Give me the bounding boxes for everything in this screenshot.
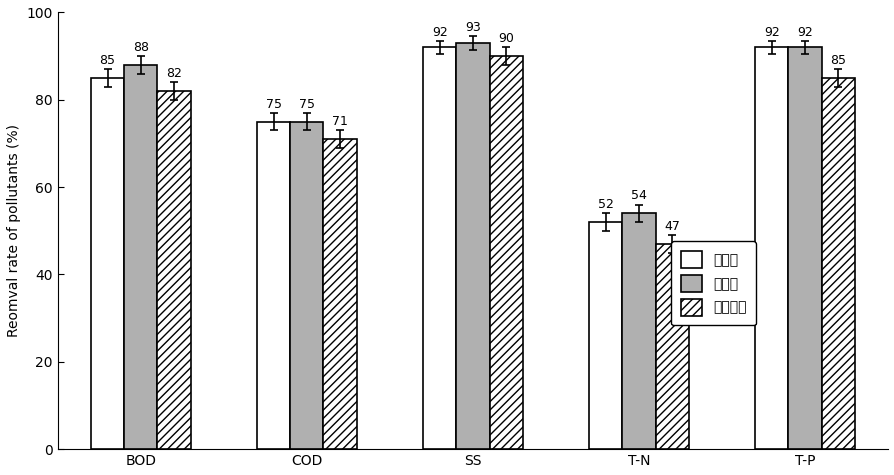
Text: 92: 92 [797,26,812,38]
Text: 92: 92 [431,26,447,38]
Bar [456,43,489,449]
Bar [290,122,323,449]
Text: 82: 82 [166,67,181,80]
Bar [423,48,456,449]
Text: 75: 75 [299,98,315,111]
Text: 90: 90 [498,32,513,45]
Bar [323,139,356,449]
Bar [257,122,290,449]
Text: 71: 71 [332,115,348,128]
Text: 85: 85 [830,54,846,67]
Text: 92: 92 [763,26,779,38]
Bar [489,56,522,449]
Text: 47: 47 [663,220,679,233]
Bar [124,65,157,449]
Bar [621,213,654,449]
Bar [157,91,190,449]
Y-axis label: Reomval rate of pollutants (%): Reomval rate of pollutants (%) [7,124,21,337]
Text: 85: 85 [99,54,115,67]
Bar [91,78,124,449]
Bar [788,48,821,449]
Bar [821,78,854,449]
Text: 88: 88 [132,41,148,54]
Bar [588,222,621,449]
Bar [755,48,788,449]
Text: 52: 52 [597,198,613,211]
Text: 54: 54 [630,190,646,202]
Legend: 연속적, 간헐적, 장기휴면: 연속적, 간헐적, 장기휴면 [670,241,755,325]
Bar [654,244,688,449]
Text: 93: 93 [465,21,480,34]
Text: 75: 75 [266,98,282,111]
